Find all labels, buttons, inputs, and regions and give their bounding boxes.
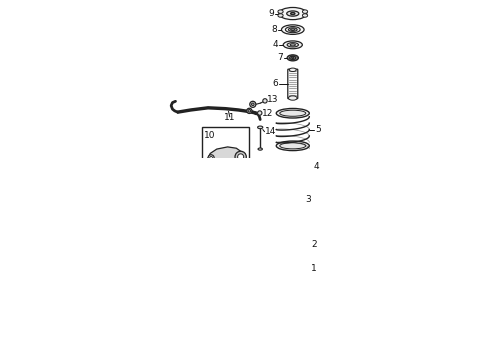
Circle shape (250, 101, 256, 107)
Circle shape (287, 266, 289, 268)
Circle shape (248, 109, 251, 112)
Text: 12: 12 (262, 108, 273, 117)
Ellipse shape (279, 8, 307, 20)
Text: 4: 4 (273, 40, 278, 49)
Ellipse shape (287, 55, 298, 61)
Polygon shape (291, 160, 295, 164)
Ellipse shape (284, 265, 301, 272)
Text: 13: 13 (267, 95, 278, 104)
Text: 14: 14 (266, 127, 277, 136)
Ellipse shape (283, 163, 302, 170)
Text: 7: 7 (277, 53, 283, 62)
Ellipse shape (276, 141, 309, 150)
Bar (296, 210, 300, 223)
Ellipse shape (258, 148, 262, 150)
Text: 11: 11 (224, 113, 236, 122)
Polygon shape (208, 147, 245, 168)
Circle shape (222, 164, 229, 171)
Circle shape (222, 171, 224, 174)
Text: 4: 4 (314, 162, 319, 171)
Ellipse shape (279, 162, 307, 171)
Circle shape (294, 270, 296, 272)
Text: 3: 3 (305, 194, 311, 203)
Circle shape (298, 267, 300, 270)
Polygon shape (277, 238, 308, 256)
Ellipse shape (291, 29, 295, 31)
Text: 2: 2 (311, 240, 317, 249)
Circle shape (258, 111, 262, 115)
Bar (285, 210, 290, 223)
Ellipse shape (281, 199, 305, 208)
Circle shape (210, 157, 213, 159)
Ellipse shape (283, 41, 302, 49)
Ellipse shape (289, 28, 297, 31)
Ellipse shape (278, 14, 283, 17)
Bar (291, 164, 295, 187)
Ellipse shape (289, 266, 297, 270)
Text: 10: 10 (204, 131, 216, 140)
Ellipse shape (281, 263, 305, 274)
Ellipse shape (291, 267, 295, 269)
Text: 6: 6 (273, 80, 278, 89)
Ellipse shape (292, 57, 294, 59)
Ellipse shape (290, 56, 296, 59)
Circle shape (279, 244, 285, 250)
Ellipse shape (279, 204, 307, 213)
Circle shape (287, 269, 289, 271)
Circle shape (235, 151, 246, 162)
Circle shape (247, 108, 252, 113)
Ellipse shape (289, 165, 297, 168)
Circle shape (294, 265, 296, 267)
Text: 1: 1 (311, 264, 317, 273)
Ellipse shape (258, 126, 263, 129)
Bar (201, 127, 249, 171)
Ellipse shape (287, 11, 299, 16)
Circle shape (296, 243, 307, 253)
Ellipse shape (280, 110, 306, 116)
FancyBboxPatch shape (288, 69, 298, 99)
Ellipse shape (302, 14, 308, 17)
Ellipse shape (285, 27, 300, 33)
Ellipse shape (289, 68, 296, 72)
Ellipse shape (289, 96, 297, 100)
Circle shape (263, 99, 267, 103)
Circle shape (299, 246, 304, 251)
Ellipse shape (285, 220, 300, 225)
Ellipse shape (278, 10, 283, 13)
Ellipse shape (280, 143, 306, 149)
Circle shape (208, 155, 214, 161)
Text: 9: 9 (269, 9, 274, 18)
Ellipse shape (281, 25, 304, 35)
Circle shape (224, 166, 227, 170)
Ellipse shape (287, 42, 298, 47)
Ellipse shape (302, 10, 308, 13)
Ellipse shape (290, 44, 295, 46)
Circle shape (238, 154, 244, 160)
Text: 5: 5 (316, 125, 321, 134)
Bar (287, 186, 299, 210)
Circle shape (251, 103, 254, 105)
Text: 8: 8 (271, 25, 277, 34)
Ellipse shape (291, 13, 295, 15)
Ellipse shape (276, 108, 309, 118)
